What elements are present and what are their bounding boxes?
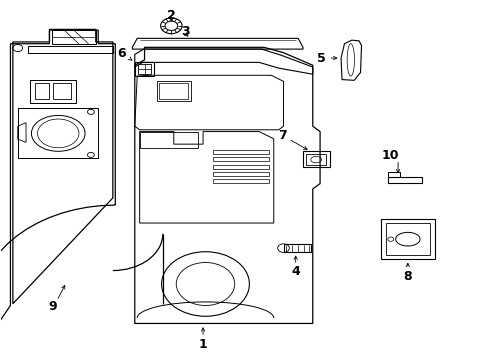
Text: 2: 2 bbox=[166, 9, 175, 22]
Text: 5: 5 bbox=[317, 51, 325, 64]
Text: 3: 3 bbox=[181, 25, 189, 38]
Text: 7: 7 bbox=[278, 129, 286, 142]
Text: 9: 9 bbox=[48, 300, 57, 313]
Text: 8: 8 bbox=[403, 270, 411, 283]
Text: 4: 4 bbox=[291, 265, 300, 278]
Text: 1: 1 bbox=[198, 338, 207, 351]
Text: 10: 10 bbox=[381, 149, 399, 162]
Text: 6: 6 bbox=[117, 47, 126, 60]
